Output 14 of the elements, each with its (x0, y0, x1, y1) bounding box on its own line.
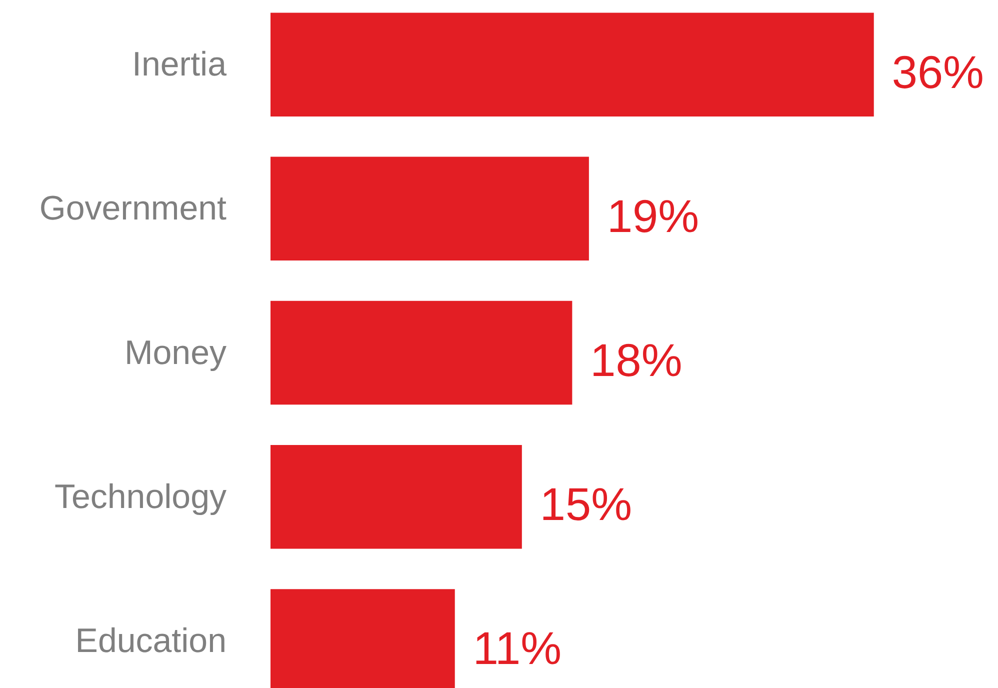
bar (270, 300, 572, 405)
data-label: 19% (606, 190, 700, 242)
data-label: 11% (472, 622, 562, 674)
bar (270, 156, 589, 261)
bar (270, 12, 874, 116)
data-label: 15% (540, 478, 632, 530)
y-tick-label: Money (124, 334, 227, 372)
bar (270, 444, 522, 549)
y-tick-label: Government (39, 190, 228, 228)
y-tick-label: Inertia (132, 46, 227, 84)
data-label: 36% (892, 46, 984, 98)
y-tick-label: Education (75, 622, 227, 660)
data-label: 18% (590, 334, 682, 386)
y-tick-label: Technology (54, 478, 227, 516)
